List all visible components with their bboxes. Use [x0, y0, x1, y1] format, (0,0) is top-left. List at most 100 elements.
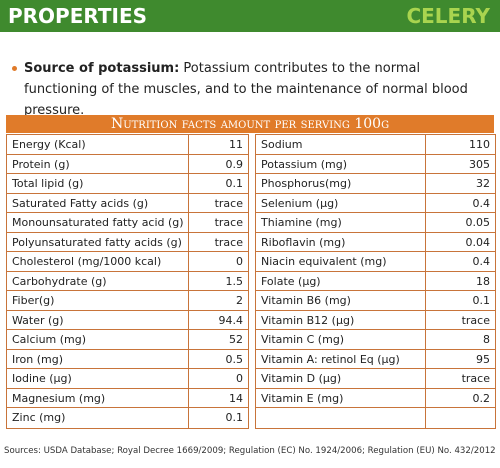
nutrient-value: trace [461, 372, 490, 385]
nutrient-value: 0.04 [465, 235, 491, 249]
nutrient-value: 0.4 [472, 255, 491, 268]
nutrient-value: trace [461, 313, 490, 327]
product-name: CELERY [406, 4, 490, 28]
nutrient-value: trace [214, 235, 243, 249]
nutrient-name: Calcium (mg) [7, 330, 189, 349]
nutrient-name: Thiamine (mg) [256, 213, 426, 232]
table-row: Cholesterol (mg/1000 kcal) 0 [7, 252, 248, 272]
nutrient-name: Total lipid (g) [7, 174, 189, 193]
table-row: Total lipid (g) 0.1 [7, 174, 248, 194]
table-row: Selenium (µg) 0.4 [256, 193, 495, 213]
nutrient-name: Fiber(g) [7, 291, 189, 310]
nutrient-name: Vitamin C (mg) [256, 330, 426, 349]
nutrient-value: 1.5 [225, 274, 244, 288]
table-row: Carbohydrate (g) 1.5 [7, 271, 248, 291]
nutrient-value: 0.4 [472, 196, 491, 210]
table-row: Niacin equivalent (mg) 0.4 [256, 252, 495, 272]
table-title: Nutrition facts amount per serving 100g [6, 115, 494, 133]
table-row: Magnesium (mg) 14 [7, 388, 248, 408]
nutrient-value: 0.1 [225, 411, 244, 424]
table-row: Vitamin C (mg) 8 [256, 330, 495, 350]
nutrient-name: Niacin equivalent (mg) [256, 252, 426, 271]
table-row: Vitamin D (µg) trace [256, 369, 495, 389]
left-table: Energy (Kcal) 11 Protein (g) 0.9 Total lipid… [6, 134, 249, 429]
right-table: Sodium 110 Potassium (mg) 305 Phosphorus(mg)… [255, 134, 496, 429]
nutrient-value: 0.1 [472, 294, 491, 307]
sources: Sources: USDA Database; Royal Decree 166… [4, 446, 496, 456]
nutrient-name: Polyunsaturated fatty acids (g) [7, 232, 189, 251]
nutrient-value: trace [214, 216, 243, 229]
nutrient-name: Protein (g) [7, 154, 189, 173]
nutrient-value: 14 [229, 391, 243, 405]
nutrient-name: Riboflavin (mg) [256, 232, 426, 251]
nutrient-name: Selenium (µg) [256, 193, 426, 212]
nutrient-value: 8 [483, 333, 490, 346]
nutrient-name: Iron (mg) [7, 349, 189, 368]
nutrient-name: Cholesterol (mg/1000 kcal) [7, 252, 189, 271]
nutrient-name: Vitamin B6 (mg) [256, 291, 426, 310]
header-title: PROPERTIES [8, 4, 148, 28]
table-row: Folate (µg) 18 [256, 271, 495, 291]
nutrient-value: trace [214, 196, 243, 210]
nutrient-name: Vitamin A: retinol Eq (µg) [256, 349, 426, 368]
nutrient-name: Potassium (mg) [256, 154, 426, 173]
nutrient-name: Water (g) [7, 310, 189, 329]
nutrient-value: 0.1 [225, 177, 244, 190]
table-row: Protein (g) 0.9 [7, 154, 248, 174]
nutrient-name: Sodium [256, 135, 426, 154]
bullet-label: Source of potassium: [24, 61, 180, 76]
nutrient-value: 32 [476, 177, 490, 190]
nutrient-name [256, 408, 426, 428]
table-row: Vitamin A: retinol Eq (µg) 95 [256, 349, 495, 369]
nutrient-name: Folate (µg) [256, 271, 426, 290]
nutrient-value: 18 [476, 274, 490, 288]
nutrient-value: 0 [236, 255, 243, 268]
nutrient-value: 0.05 [465, 216, 491, 229]
nutrient-value: 2 [236, 294, 243, 307]
header-band: PROPERTIES CELERY [0, 0, 500, 32]
table-row: Thiamine (mg) 0.05 [256, 213, 495, 233]
table-row: Iron (mg) 0.5 [7, 349, 248, 369]
nutrient-name: Magnesium (mg) [7, 388, 189, 407]
table-row: Zinc (mg) 0.1 [7, 408, 248, 428]
table-row: Polyunsaturated fatty acids (g) trace [7, 232, 248, 252]
table-row: Water (g) 94.4 [7, 310, 248, 330]
nutrient-name: Iodine (µg) [7, 369, 189, 388]
table-row: Monounsaturated fatty acid (g) trace [7, 213, 248, 233]
nutrient-name: Vitamin B12 (µg) [256, 310, 426, 329]
nutrient-value [426, 408, 495, 428]
bullet-text: Source of potassium: Potassium contribut… [24, 58, 490, 121]
table-row [256, 408, 495, 428]
nutrient-value: 0.9 [225, 157, 244, 171]
bullet-body: Potassium contributes to the normal func… [24, 61, 468, 118]
table-row: Riboflavin (mg) 0.04 [256, 232, 495, 252]
nutrient-name: Vitamin D (µg) [256, 369, 426, 388]
table-row: Calcium (mg) 52 [7, 330, 248, 350]
table-row: Vitamin E (mg) 0.2 [256, 388, 495, 408]
nutrient-value: 305 [469, 157, 490, 171]
table-row: Vitamin B6 (mg) 0.1 [256, 291, 495, 311]
nutrient-value: 0.5 [225, 352, 244, 366]
nutrient-name: Energy (Kcal) [7, 135, 189, 154]
nutrient-value: 11 [229, 138, 243, 151]
nutrient-name: Zinc (mg) [7, 408, 189, 428]
nutrient-value: 0.2 [472, 391, 491, 405]
bullet-dot [12, 66, 17, 71]
nutrient-value: 0 [236, 372, 243, 385]
table-row: Vitamin B12 (µg) trace [256, 310, 495, 330]
table-row: Phosphorus(mg) 32 [256, 174, 495, 194]
nutrient-value: 52 [229, 333, 243, 346]
table-row: Saturated Fatty acids (g) trace [7, 193, 248, 213]
nutrient-value: 95 [476, 352, 490, 366]
table-row: Fiber(g) 2 [7, 291, 248, 311]
table-row: Potassium (mg) 305 [256, 154, 495, 174]
nutrient-value: 94.4 [218, 313, 244, 327]
nutrient-name: Monounsaturated fatty acid (g) [7, 213, 189, 232]
table-row: Sodium 110 [256, 135, 495, 155]
nutrient-name: Phosphorus(mg) [256, 174, 426, 193]
table-row: Energy (Kcal) 11 [7, 135, 248, 155]
nutrient-name: Vitamin E (mg) [256, 388, 426, 407]
table-row: Iodine (µg) 0 [7, 369, 248, 389]
nutrient-name: Carbohydrate (g) [7, 271, 189, 290]
